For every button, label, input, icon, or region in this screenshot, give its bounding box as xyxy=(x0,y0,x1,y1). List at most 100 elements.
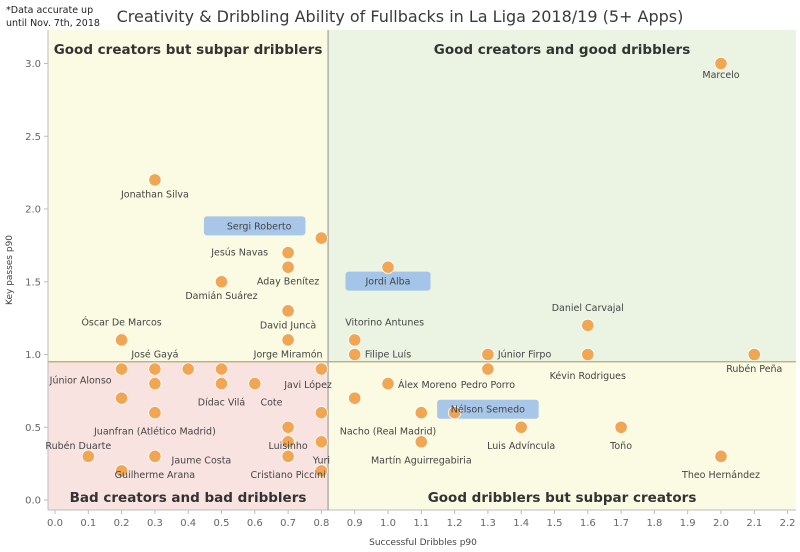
quadrant-top-right xyxy=(328,30,796,362)
data-point xyxy=(281,449,295,463)
data-point xyxy=(214,275,229,289)
y-tick-label: 1.0 xyxy=(25,350,41,361)
point-label: Álex Moreno xyxy=(398,379,457,391)
data-point xyxy=(481,347,495,362)
x-tick-label: 0.7 xyxy=(280,518,296,529)
data-point xyxy=(148,449,162,463)
point-label: Dídac Vilá xyxy=(198,397,245,408)
point-label: Júnior Firpo xyxy=(497,349,552,360)
data-point xyxy=(314,362,328,376)
x-tick-label: 0.6 xyxy=(247,518,263,529)
point-label: Theo Hernández xyxy=(681,470,760,481)
point-label: Filipe Luís xyxy=(365,349,411,360)
x-tick-label: 1.7 xyxy=(613,518,629,529)
data-points xyxy=(81,56,761,478)
data-point xyxy=(181,362,195,376)
quadrant-label-top-left: Good creators but subpar dribblers xyxy=(54,42,323,58)
quadrant-label-top-right: Good creators and good dribblers xyxy=(434,42,690,58)
data-point xyxy=(348,347,362,362)
data-point xyxy=(514,420,528,434)
data-point xyxy=(281,304,295,318)
x-tick-label: 1.4 xyxy=(513,518,529,529)
x-tick-label: 1.2 xyxy=(447,518,463,529)
point-label: Óscar De Marcos xyxy=(81,316,161,328)
point-label: Yuri xyxy=(312,456,330,467)
quadrant-label-bottom-right: Good dribblers but subpar creators xyxy=(428,490,697,506)
point-label: Cristiano Piccini xyxy=(251,470,326,481)
point-label: Pedro Porro xyxy=(461,380,515,391)
data-point xyxy=(481,362,495,376)
x-tick-label: 2.1 xyxy=(746,518,762,529)
data-point xyxy=(714,449,728,463)
point-label: Kévin Rodrigues xyxy=(550,371,626,382)
data-point xyxy=(714,56,728,71)
axes: 0.0 0.1 0.2 0.3 0.4 0.5 0.6 0.7 0.8 0.9 1.0 1.1 1.2 1… xyxy=(25,30,796,529)
point-label: Marcelo xyxy=(702,70,739,81)
data-point xyxy=(614,420,628,434)
data-point xyxy=(381,376,395,391)
y-tick-label: 0.5 xyxy=(25,423,41,434)
x-tick-label: 1.0 xyxy=(380,518,396,529)
data-point xyxy=(115,391,129,405)
quadrant-bottom-left xyxy=(48,361,329,510)
data-point xyxy=(581,318,595,332)
data-point xyxy=(348,391,362,405)
data-point xyxy=(314,406,328,420)
data-point xyxy=(281,435,295,449)
x-tick-label: 0.0 xyxy=(47,518,63,529)
x-tick-label: 2.0 xyxy=(713,518,729,529)
data-point xyxy=(148,362,162,376)
point-label: Sergi Roberto xyxy=(227,221,292,232)
point-label: Toño xyxy=(609,441,632,452)
label-highlight xyxy=(203,216,306,236)
data-point xyxy=(115,464,129,478)
point-label: Luis Advíncula xyxy=(487,441,555,452)
point-label: Javi López xyxy=(283,380,332,391)
data-point xyxy=(581,347,595,362)
point-label: Nélson Semedo xyxy=(451,405,525,416)
quadrant-backgrounds xyxy=(48,30,796,510)
x-axis-label: Successful Dribbles p90 xyxy=(369,538,477,548)
point-label: Guilherme Arana xyxy=(115,470,195,481)
data-point xyxy=(214,376,229,391)
highlight-marks xyxy=(203,216,539,419)
data-point xyxy=(214,362,229,376)
y-tick-label: 2.5 xyxy=(25,132,41,143)
point-label: Cote xyxy=(260,397,282,408)
point-label: Aday Benítez xyxy=(257,277,319,288)
point-label: David Juncà xyxy=(260,320,316,331)
data-point xyxy=(314,435,328,449)
point-label: Júnior Alonso xyxy=(49,376,112,387)
quadrant-bottom-right xyxy=(328,361,796,510)
y-tick-label: 3.0 xyxy=(25,59,41,70)
x-tick-label: 0.2 xyxy=(114,518,130,529)
data-point xyxy=(148,173,162,187)
point-label: Vitorino Antunes xyxy=(345,317,424,328)
label-highlight xyxy=(345,271,431,291)
data-note-line-2: until Nov. 7th, 2018 xyxy=(6,18,100,29)
x-tick-label: 2.2 xyxy=(780,518,796,529)
label-highlight xyxy=(437,399,539,419)
data-point xyxy=(115,362,129,376)
data-point xyxy=(381,260,395,274)
data-note-line-1: *Data accurate up xyxy=(6,5,93,16)
point-label: Jonathan Silva xyxy=(120,189,189,200)
y-axis-label: Key passes p90 xyxy=(5,235,15,305)
data-point xyxy=(348,333,362,347)
point-label: Martín Aguirregabiria xyxy=(371,456,472,467)
data-point xyxy=(447,406,462,420)
x-tick-label: 0.1 xyxy=(80,518,96,529)
data-point xyxy=(281,260,295,274)
x-tick-label: 0.9 xyxy=(347,518,363,529)
x-tick-label: 1.8 xyxy=(646,518,662,529)
point-labels: Marcelo Jonathan Silva Sergi Roberto Jesús … xyxy=(45,70,782,481)
point-label: Juanfran (Atlético Madrid) xyxy=(93,427,216,438)
x-tick-label: 1.6 xyxy=(580,518,596,529)
y-tick-label: 1.5 xyxy=(25,277,41,288)
data-point xyxy=(281,246,295,260)
point-label: Rubén Duarte xyxy=(45,441,111,452)
x-tick-label: 1.1 xyxy=(413,518,429,529)
y-tick-label: 0.0 xyxy=(25,496,41,507)
point-label: Rubén Peña xyxy=(726,364,782,375)
